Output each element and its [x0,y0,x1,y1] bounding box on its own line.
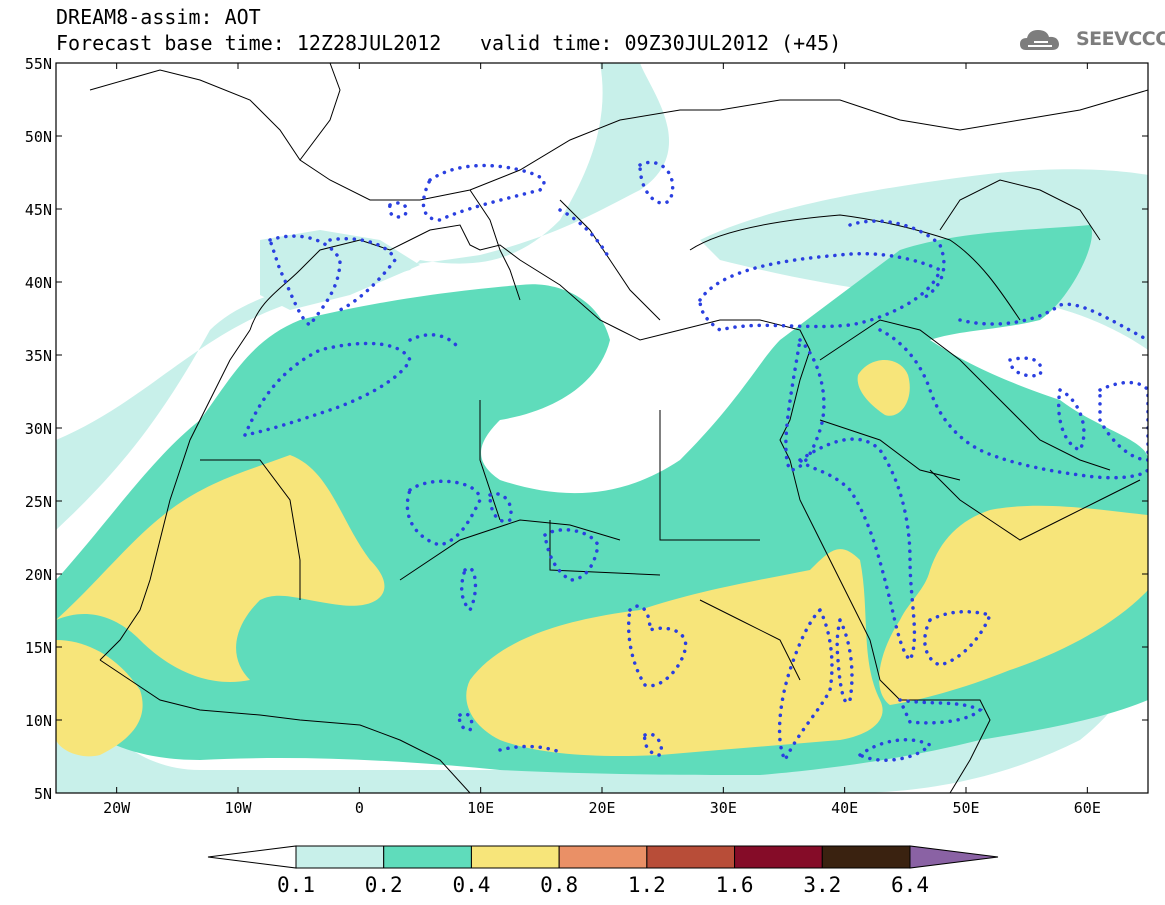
colorbar-level-label: 3.2 [803,873,841,897]
lon-label: 50E [952,799,979,817]
colorbar-high-arrow [909,845,999,869]
lon-label: 10E [467,799,494,817]
lat-label: 20N [25,566,52,584]
lat-label: 40N [25,274,52,292]
lon-label: 0 [355,799,364,817]
longitude-labels: 20W 10W 0 10E 20E 30E 40E 50E 60E [103,799,1101,817]
colorbar-swatch [383,845,472,869]
valid-time: valid time: 09Z30JUL2012 (+45) [480,31,842,55]
lat-label: 45N [25,201,52,219]
lat-label: 30N [25,420,52,438]
coastlines [89,63,1148,793]
forecast-base-time: Forecast base time: 12Z28JUL2012 [56,31,442,55]
axis-ticks [56,62,1148,794]
lon-label: 30E [710,799,737,817]
colorbar-swatch [295,845,385,869]
aot-colorbar [207,845,999,869]
colorbar-swatch [821,845,911,869]
lat-label: 15N [25,639,52,657]
aot-shading-high [56,360,1148,757]
lat-label: 25N [25,493,52,511]
lat-label: 55N [25,55,52,73]
lon-label: 40E [831,799,858,817]
model-title: DREAM8-assim: AOT [56,5,261,29]
colorbar-level-label: 0.4 [452,873,490,897]
brand-name: SEEVCCC [1076,28,1165,50]
latitude-labels: 55N 50N 45N 40N 35N 30N 25N 20N 15N 10N 5N [25,55,52,803]
lon-label: 10W [224,799,252,817]
colorbar-low-arrow [207,845,297,869]
colorbar-level-label: 1.2 [628,873,666,897]
colorbar-swatch [734,845,823,869]
colorbar-level-label: 0.8 [540,873,578,897]
lon-label: 20W [103,799,131,817]
lat-label: 10N [25,712,52,730]
colorbar-labels: 0.1 0.2 0.4 0.8 1.2 1.6 3.2 6.4 [277,873,929,897]
lat-label: 50N [25,128,52,146]
lat-label: 5N [34,785,52,803]
dust-contours [242,160,1148,764]
colorbar-swatch [558,845,648,869]
colorbar-level-label: 6.4 [891,873,929,897]
cloud-icon [1020,30,1059,50]
colorbar-level-label: 1.6 [716,873,754,897]
lon-label: 60E [1074,799,1101,817]
lat-label: 35N [25,347,52,365]
colorbar-swatch [646,845,736,869]
colorbar-level-label: 0.1 [277,873,315,897]
lon-label: 20E [588,799,615,817]
colorbar-swatch [470,845,560,869]
colorbar-level-label: 0.2 [365,873,403,897]
